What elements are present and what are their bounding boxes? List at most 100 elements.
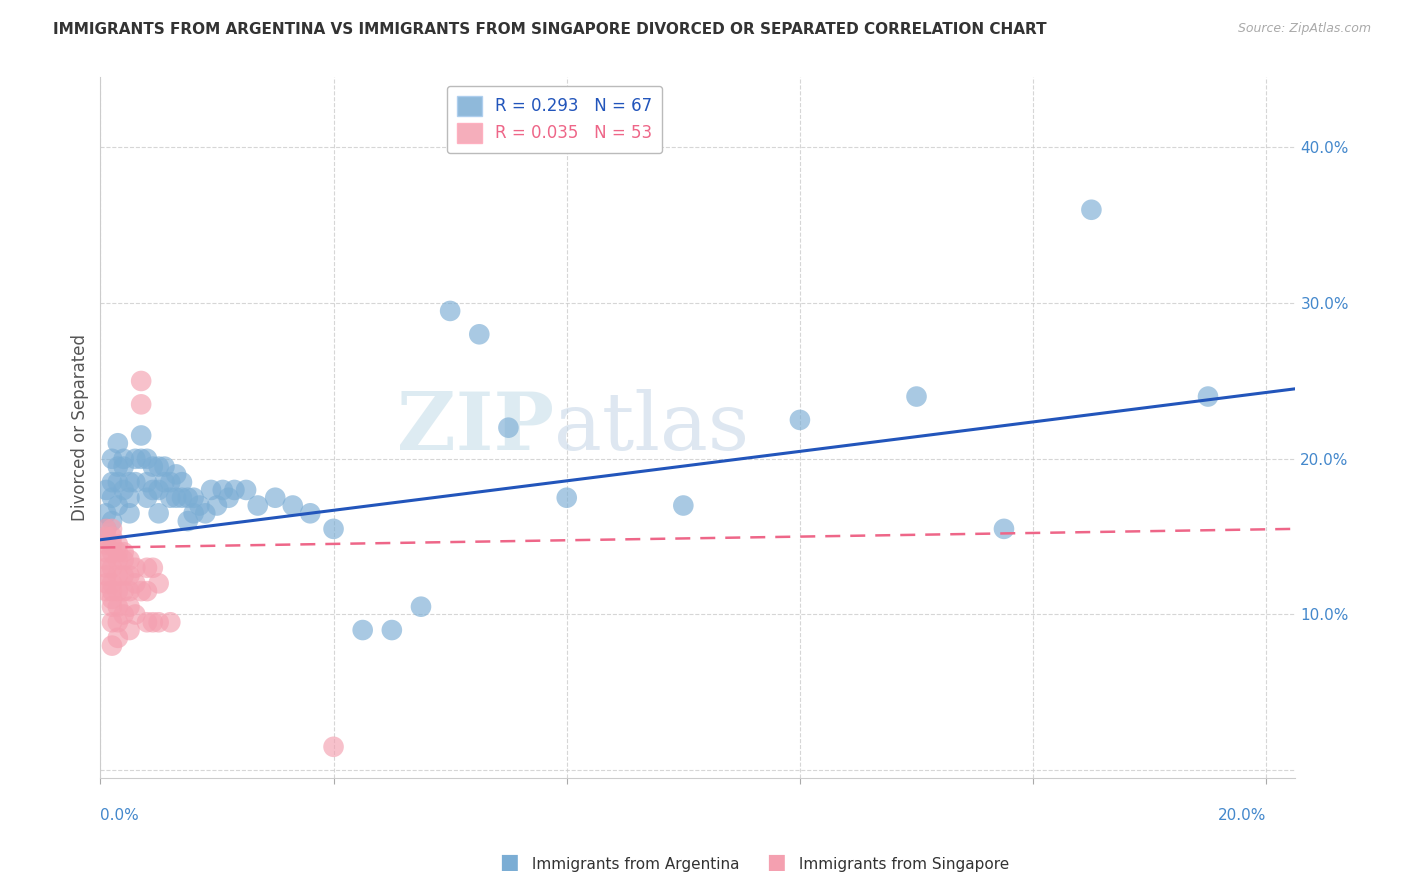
Point bbox=[200, 483, 222, 497]
Point bbox=[672, 499, 695, 513]
Point bbox=[224, 483, 246, 497]
Point bbox=[107, 631, 129, 645]
Point bbox=[136, 584, 159, 599]
Point bbox=[194, 506, 217, 520]
Point bbox=[129, 397, 152, 411]
Point bbox=[409, 599, 432, 614]
Point bbox=[148, 615, 170, 630]
Point bbox=[112, 553, 135, 567]
Point bbox=[381, 623, 404, 637]
Point bbox=[211, 483, 233, 497]
Point bbox=[205, 499, 228, 513]
Point bbox=[101, 639, 124, 653]
Point bbox=[159, 615, 181, 630]
Point bbox=[101, 451, 124, 466]
Point bbox=[153, 459, 176, 474]
Point bbox=[148, 459, 170, 474]
Point bbox=[148, 483, 170, 497]
Point bbox=[322, 522, 344, 536]
Point bbox=[118, 491, 141, 505]
Point bbox=[112, 607, 135, 622]
Point bbox=[1197, 390, 1219, 404]
Text: Immigrants from Singapore: Immigrants from Singapore bbox=[794, 857, 1010, 872]
Text: atlas: atlas bbox=[554, 389, 749, 467]
Point bbox=[235, 483, 257, 497]
Point bbox=[124, 561, 146, 575]
Point bbox=[165, 491, 187, 505]
Point bbox=[112, 545, 135, 559]
Point bbox=[124, 607, 146, 622]
Point bbox=[118, 568, 141, 582]
Point bbox=[129, 374, 152, 388]
Text: 0.0%: 0.0% bbox=[100, 808, 139, 823]
Point bbox=[299, 506, 322, 520]
Point bbox=[281, 499, 304, 513]
Point bbox=[142, 615, 165, 630]
Point bbox=[148, 576, 170, 591]
Point bbox=[101, 530, 124, 544]
Point bbox=[118, 584, 141, 599]
Point bbox=[96, 537, 118, 551]
Point bbox=[118, 553, 141, 567]
Point bbox=[905, 390, 928, 404]
Point bbox=[112, 483, 135, 497]
Point bbox=[96, 522, 118, 536]
Point bbox=[101, 522, 124, 536]
Point bbox=[142, 459, 165, 474]
Point bbox=[153, 475, 176, 490]
Point bbox=[118, 623, 141, 637]
Point bbox=[112, 451, 135, 466]
Point bbox=[107, 599, 129, 614]
Point bbox=[107, 537, 129, 551]
Point bbox=[218, 491, 240, 505]
Point bbox=[188, 499, 211, 513]
Point bbox=[112, 459, 135, 474]
Point bbox=[101, 599, 124, 614]
Point bbox=[129, 584, 152, 599]
Point bbox=[96, 545, 118, 559]
Point bbox=[107, 499, 129, 513]
Point bbox=[107, 615, 129, 630]
Point bbox=[118, 475, 141, 490]
Point bbox=[136, 491, 159, 505]
Point bbox=[555, 491, 578, 505]
Point bbox=[96, 506, 118, 520]
Point bbox=[101, 576, 124, 591]
Text: Immigrants from Argentina: Immigrants from Argentina bbox=[527, 857, 740, 872]
Point bbox=[124, 451, 146, 466]
Point bbox=[142, 561, 165, 575]
Point bbox=[136, 615, 159, 630]
Point bbox=[101, 475, 124, 490]
Text: ■: ■ bbox=[499, 853, 519, 872]
Point bbox=[165, 467, 187, 482]
Point bbox=[142, 483, 165, 497]
Point bbox=[96, 561, 118, 575]
Point bbox=[107, 475, 129, 490]
Point bbox=[101, 514, 124, 528]
Point bbox=[129, 428, 152, 442]
Point bbox=[112, 584, 135, 599]
Point bbox=[498, 420, 520, 434]
Point bbox=[96, 568, 118, 582]
Point bbox=[1080, 202, 1102, 217]
Point bbox=[112, 568, 135, 582]
Point bbox=[101, 545, 124, 559]
Point bbox=[183, 491, 205, 505]
Point bbox=[107, 436, 129, 450]
Point bbox=[107, 459, 129, 474]
Point bbox=[101, 591, 124, 606]
Point bbox=[183, 506, 205, 520]
Text: ■: ■ bbox=[766, 853, 786, 872]
Point bbox=[96, 522, 118, 536]
Point bbox=[101, 537, 124, 551]
Point bbox=[96, 553, 118, 567]
Point bbox=[177, 491, 200, 505]
Text: Source: ZipAtlas.com: Source: ZipAtlas.com bbox=[1237, 22, 1371, 36]
Point bbox=[159, 491, 181, 505]
Point bbox=[136, 475, 159, 490]
Point bbox=[789, 413, 811, 427]
Point bbox=[107, 545, 129, 559]
Text: IMMIGRANTS FROM ARGENTINA VS IMMIGRANTS FROM SINGAPORE DIVORCED OR SEPARATED COR: IMMIGRANTS FROM ARGENTINA VS IMMIGRANTS … bbox=[53, 22, 1047, 37]
Legend: R = 0.293   N = 67, R = 0.035   N = 53: R = 0.293 N = 67, R = 0.035 N = 53 bbox=[447, 86, 662, 153]
Point bbox=[177, 514, 200, 528]
